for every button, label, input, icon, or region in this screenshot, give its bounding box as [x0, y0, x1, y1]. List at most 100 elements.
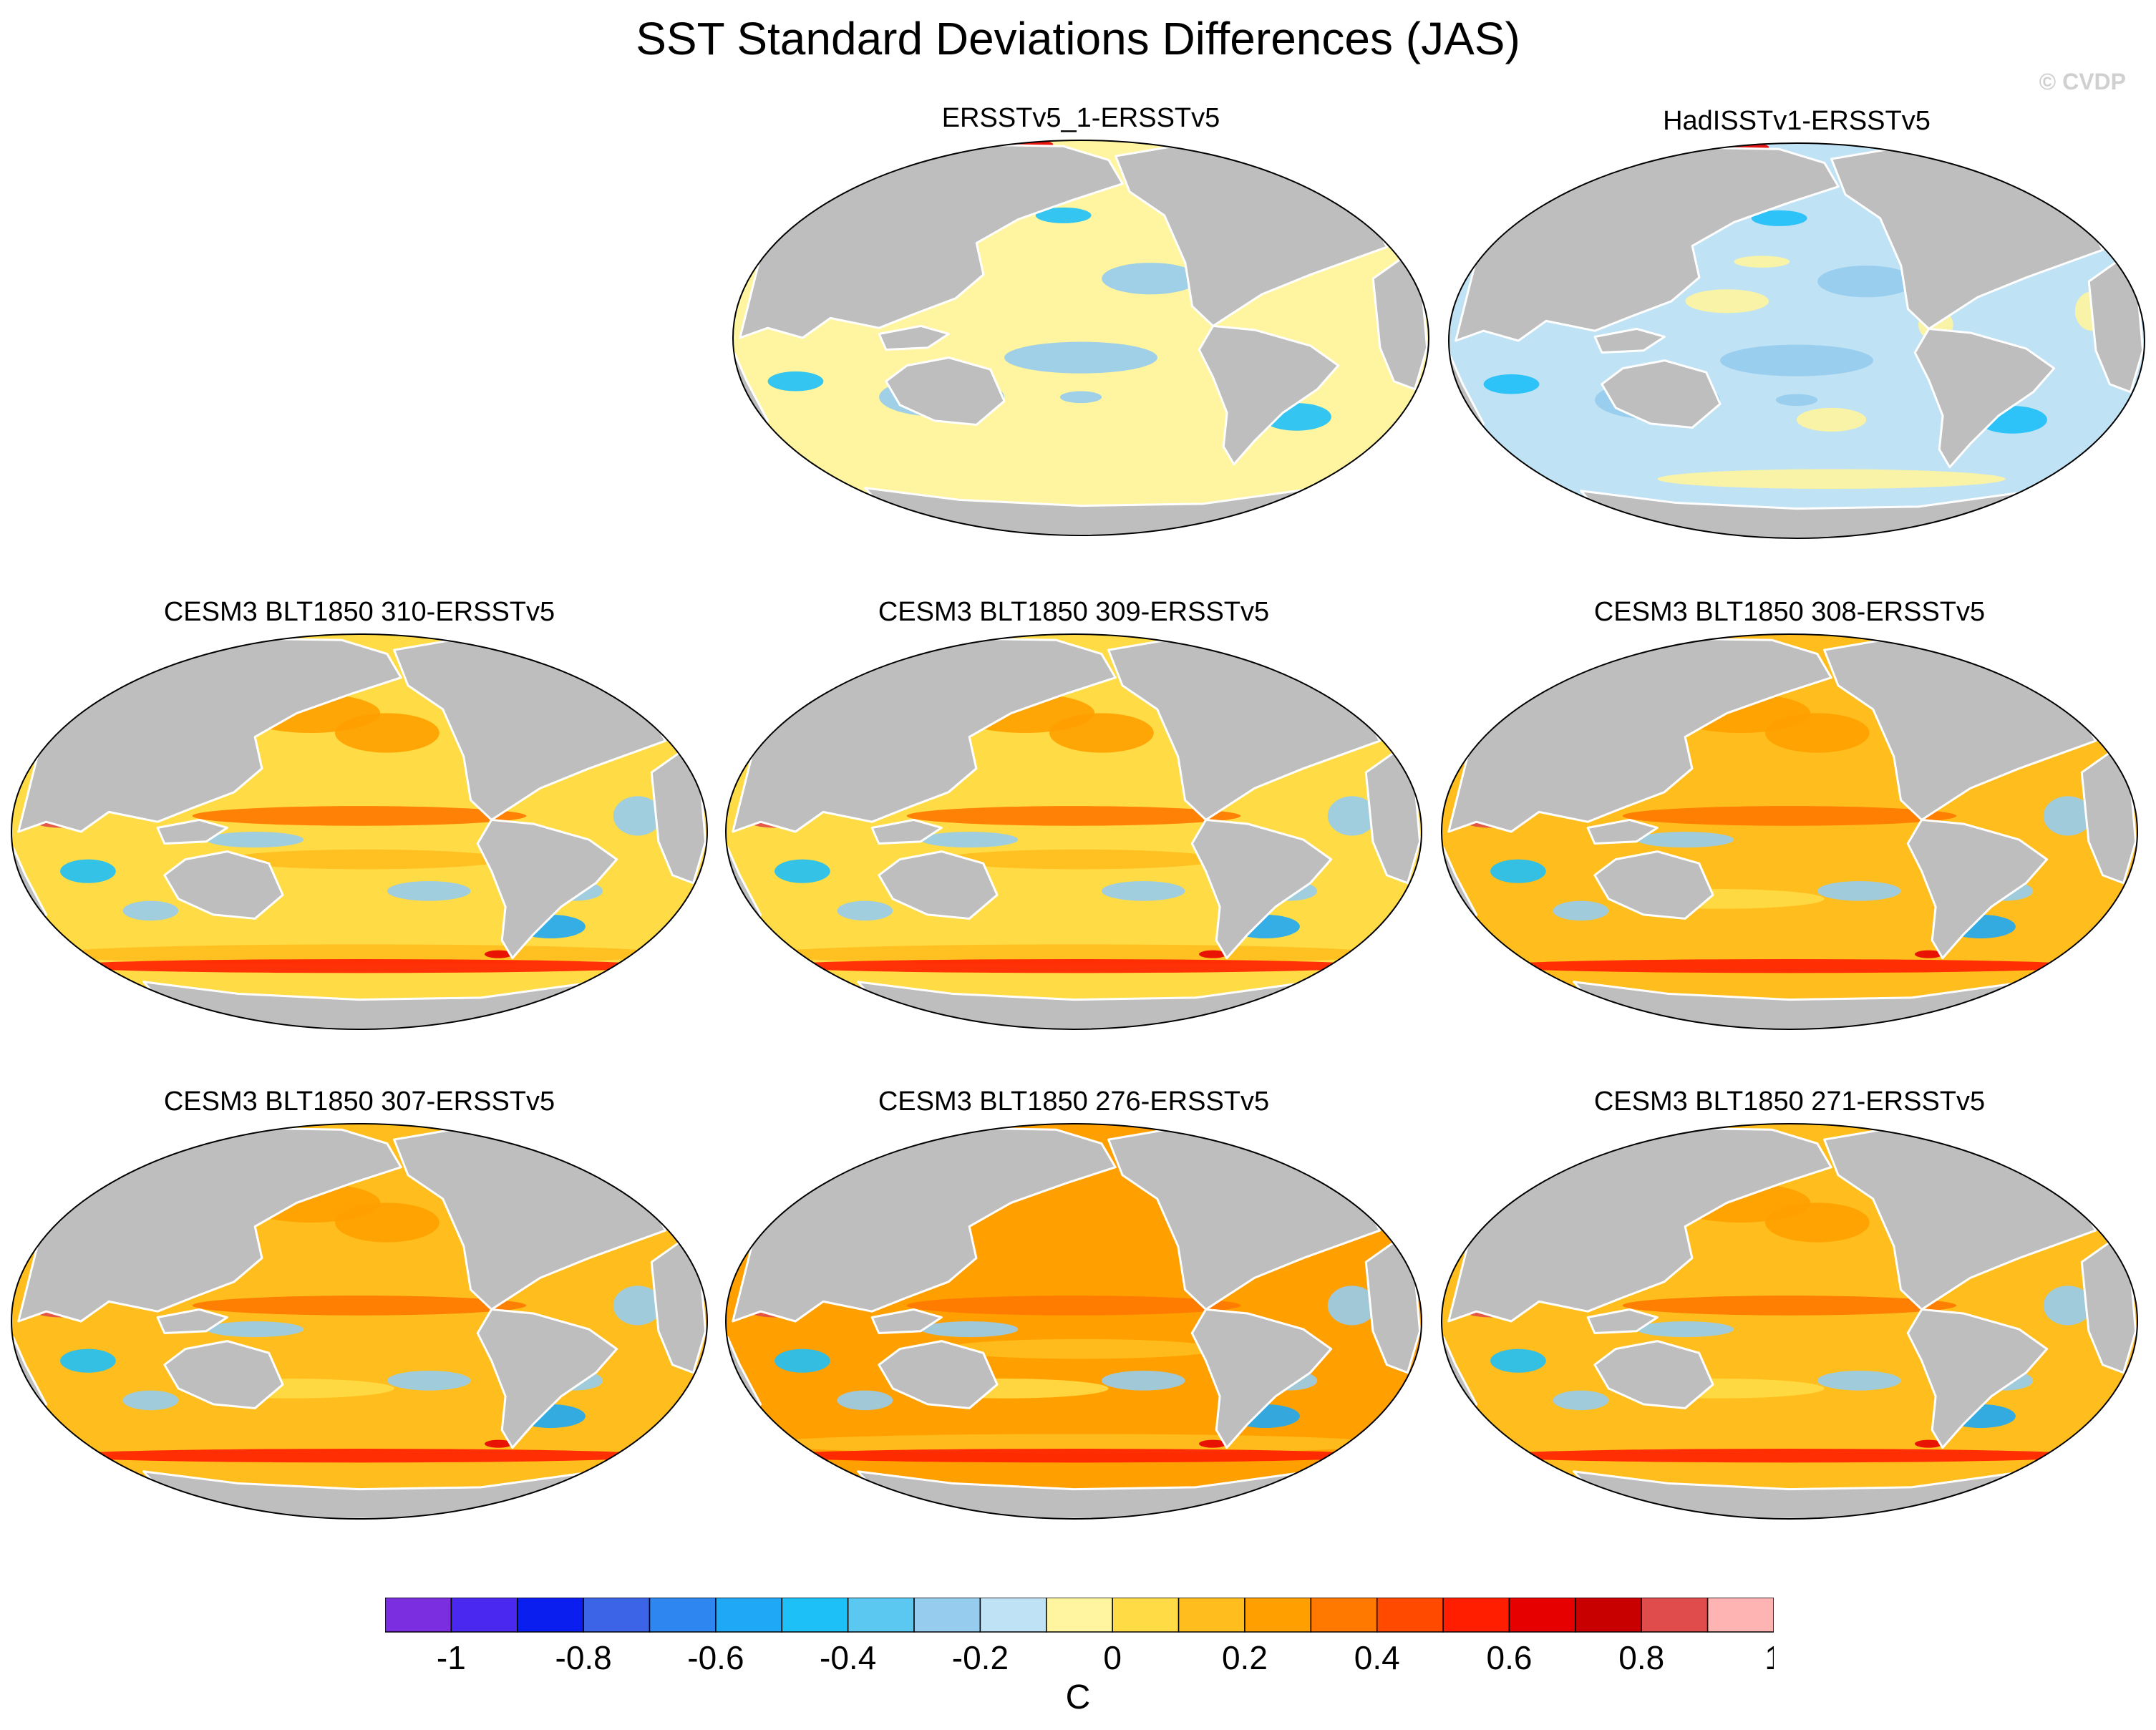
map-panel-cesm3-308: CESM3 BLT1850 308-ERSSTv5 [1439, 594, 2140, 1038]
australia-land [1601, 359, 1722, 429]
anomaly-region-17 [767, 959, 1380, 973]
map-panel-cesm3-276: CESM3 BLT1850 276-ERSSTv5 [723, 1084, 1424, 1527]
anomaly-region-20 [1914, 1439, 1943, 1448]
anomaly-region-10 [1817, 1371, 1901, 1391]
greenland-land [553, 1124, 639, 1157]
global-map [1448, 142, 2145, 539]
anomaly-region-8 [227, 1338, 506, 1359]
anomaly-region-10 [1734, 256, 1790, 268]
maritime-continent-land [878, 324, 950, 351]
anomaly-region-4 [1049, 713, 1154, 753]
global-map [732, 140, 1429, 536]
colorbar-swatch-17 [1508, 1598, 1576, 1633]
anomaly-region-12 [837, 900, 893, 921]
colorbar-tick-label: 0 [1103, 1639, 1122, 1676]
anomaly-region-8 [941, 466, 1290, 486]
anomaly-region-4 [1764, 713, 1870, 753]
colorbar-swatch-4 [649, 1598, 717, 1633]
colorbar-swatch-1 [450, 1598, 518, 1633]
anomaly-region-8 [227, 849, 506, 870]
anomaly-region-17 [53, 959, 666, 973]
south-america-land [1190, 1308, 1333, 1449]
colorbar-swatch-6 [781, 1598, 849, 1633]
colorbar-swatch-0 [385, 1598, 452, 1633]
global-map [725, 1123, 1422, 1520]
anomaly-region-11 [1490, 859, 1546, 883]
cvdp-watermark: © CVDP [2039, 69, 2126, 94]
anomaly-region-1 [1306, 666, 1342, 690]
maritime-continent-land [1586, 1308, 1659, 1335]
anomaly-region-5 [906, 806, 1241, 826]
anomaly-region-4 [1004, 341, 1157, 374]
map-outline [725, 633, 1422, 1030]
colorbar: -1 -0.8 -0.6 -0.4 -0.2 0 0.2 0.4 0.6 0.8 1 [385, 1598, 1774, 1676]
colorbar-tick-label: -0.8 [555, 1639, 612, 1676]
colorbar-swatch-10 [1046, 1598, 1113, 1633]
colorbar-swatch-8 [913, 1598, 981, 1633]
anomaly-region-5 [192, 1296, 527, 1316]
anomaly-region-12 [122, 1390, 179, 1411]
map-outline [725, 1123, 1422, 1520]
anomaly-region-18 [206, 832, 304, 848]
map-outline [732, 140, 1429, 536]
colorbar-swatch-15 [1376, 1598, 1444, 1633]
anomaly-region-20 [1198, 950, 1227, 958]
maritime-continent-land [156, 1308, 228, 1335]
panel-title: CESM3 BLT1850 271-ERSSTv5 [1593, 1087, 1986, 1117]
anomaly-region-1 [592, 1155, 628, 1180]
anomaly-region-10 [1817, 881, 1901, 901]
map-panel-ersstv5-1: ERSSTv5_1-ERSSTv5 [730, 100, 1432, 544]
anomaly-region-17 [1483, 1449, 2096, 1463]
panel-title: CESM3 BLT1850 307-ERSSTv5 [163, 1087, 555, 1117]
colorbar-tick-label: 0.6 [1486, 1639, 1532, 1676]
colorbar-tick-label: -0.4 [820, 1639, 876, 1676]
global-map [1441, 633, 2138, 1030]
anomaly-region-20 [484, 950, 513, 958]
maritime-continent-land [870, 818, 943, 845]
south-america-land [476, 818, 618, 960]
map-outline [1448, 142, 2145, 539]
anomaly-region-5 [906, 1296, 1241, 1316]
colorbar-swatch-14 [1310, 1598, 1378, 1633]
map-outline [1441, 633, 2138, 1030]
panel-title: ERSSTv5_1-ERSSTv5 [941, 103, 1220, 133]
panel-title: CESM3 BLT1850 310-ERSSTv5 [163, 597, 555, 627]
map-panel-cesm3-271: CESM3 BLT1850 271-ERSSTv5 [1439, 1084, 2140, 1527]
colorbar-swatch-13 [1244, 1598, 1312, 1633]
greenland-land [553, 634, 639, 667]
anomaly-region-15 [2043, 1286, 2092, 1326]
map-panel-cesm3-307: CESM3 BLT1850 307-ERSSTv5 [9, 1084, 710, 1527]
anomaly-region-12 [1553, 1390, 1609, 1411]
anomaly-region-9 [1081, 404, 1151, 429]
australia-land [878, 850, 999, 920]
maritime-continent-land [1593, 327, 1666, 354]
anomaly-region-1 [2022, 1155, 2058, 1180]
australia-land [1593, 850, 1714, 920]
australia-land [163, 850, 284, 920]
anomaly-region-20 [1914, 950, 1943, 958]
anomaly-region-18 [1636, 832, 1734, 848]
anomaly-region-8 [941, 1338, 1220, 1359]
global-map [1441, 1123, 2138, 1520]
anomaly-region-12 [1775, 394, 1818, 407]
map-outline [11, 1123, 708, 1520]
colorbar-swatch-7 [847, 1598, 915, 1633]
colorbar-swatch-12 [1177, 1598, 1245, 1633]
maritime-continent-land [1586, 818, 1659, 845]
colorbar-swatch-19 [1641, 1598, 1709, 1633]
anomaly-region-5 [1817, 266, 1915, 298]
anomaly-region-8 [1657, 849, 1936, 870]
anomaly-region-4 [1764, 1202, 1870, 1243]
anomaly-region-15 [613, 796, 662, 836]
global-map [11, 1123, 708, 1520]
anomaly-region-1 [1483, 374, 1540, 394]
panel-title: CESM3 BLT1850 308-ERSSTv5 [1593, 597, 1986, 627]
anomaly-region-18 [921, 1321, 1019, 1338]
anomaly-region-8 [941, 849, 1220, 870]
anomaly-region-15 [1327, 1286, 1376, 1326]
anomaly-region-17 [1483, 959, 2096, 973]
anomaly-region-1 [592, 666, 628, 690]
anomaly-region-8 [1657, 1338, 1936, 1359]
anomaly-region-6 [969, 286, 1054, 311]
anomaly-region-20 [1198, 1439, 1227, 1448]
